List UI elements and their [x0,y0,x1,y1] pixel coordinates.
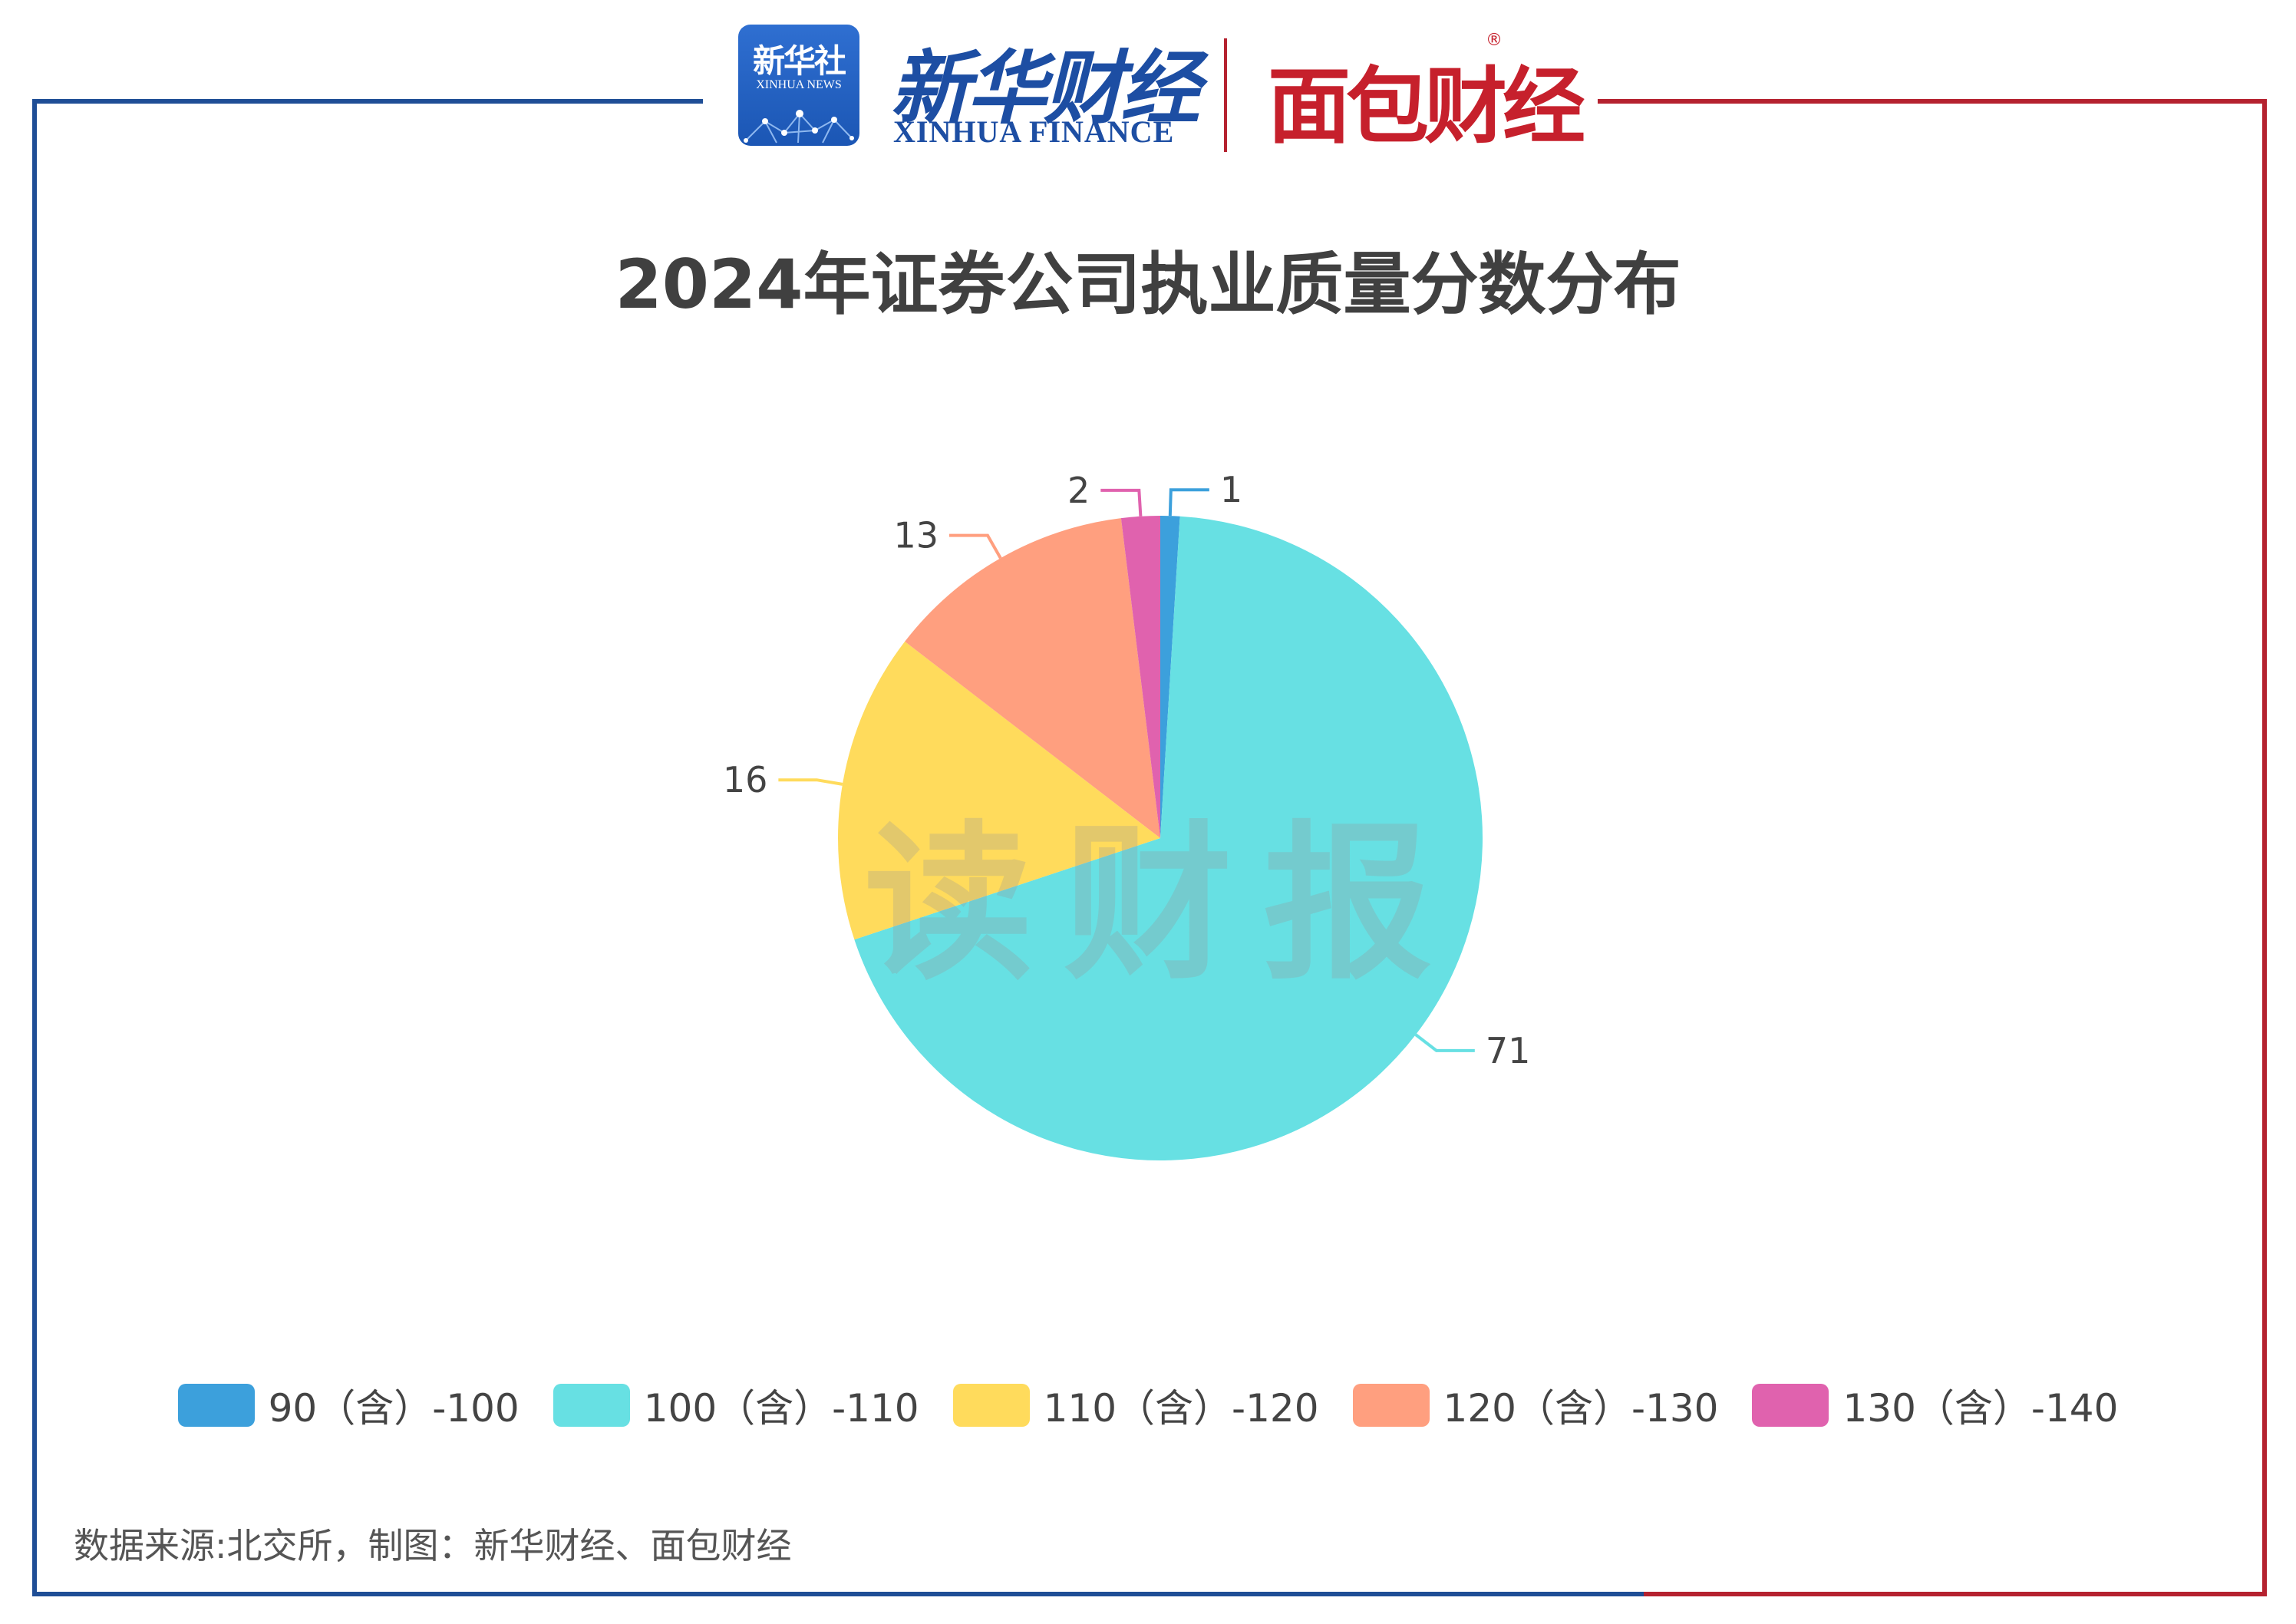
xinhua-finance-logo: 新华财经 XINHUA FINANCE [890,23,1200,153]
xinhua-news-logo: 新华社 XINHUA NEWS [738,25,859,146]
xinhua-finance-logo-en: XINHUA FINANCE [893,114,1175,149]
legend-label: 100（含）-110 [643,1386,919,1431]
frame-bottom-line [32,1592,1644,1596]
pie-leader-line [949,533,1002,559]
frame-top-right-line [1598,99,2267,104]
pie-slice[interactable] [905,518,1160,838]
legend-item[interactable]: 130（含）-140 [1752,1378,2118,1433]
pie-leader-line [1414,1033,1475,1052]
legend-label: 90（含）-100 [268,1386,520,1431]
frame-bottom-right-line [1644,1592,2267,1596]
frame-right-line [2262,99,2267,1596]
chart-legend: 90（含）-100 100（含）-110 110（含）-120 120（含）-130 1… [0,1378,2296,1433]
pie-data-label: 16 [723,759,768,800]
legend-swatch [1352,1384,1430,1427]
pie-slice[interactable] [1120,516,1160,838]
pie-data-label: 71 [1486,1030,1531,1071]
legend-label: 110（含）-120 [1043,1386,1319,1431]
chart-title: 2024年证券公司执业质量分数分布 [615,245,1681,324]
xinhua-news-logo-cn: 新华社 [752,42,846,80]
frame-top-left-line [32,99,703,104]
network-graphic-icon [744,110,854,144]
legend-label: 120（含）-130 [1443,1386,1719,1431]
legend-label: 130（含）-140 [1842,1386,2119,1431]
legend-item[interactable]: 120（含）-130 [1352,1378,1719,1433]
legend-swatch [553,1384,630,1427]
pie-leader-line [1168,488,1209,517]
xinhua-news-logo-en: XINHUA NEWS [756,78,842,91]
legend-swatch [952,1384,1030,1427]
registered-mark: ® [1486,31,1503,50]
mianbao-finance-logo: 面包财经 [1268,59,1585,155]
pie-data-label: 1 [1220,469,1242,510]
legend-item[interactable]: 100（含）-110 [553,1378,919,1433]
pie-slice[interactable] [1160,516,1180,838]
frame-left-line [32,99,37,1596]
legend-swatch [177,1384,255,1427]
pie-slice[interactable] [854,516,1483,1160]
pie-leader-line [1100,488,1143,517]
pie-slice[interactable] [838,641,1160,940]
legend-item[interactable]: 90（含）-100 [177,1378,520,1433]
pie-data-label: 13 [893,515,939,556]
legend-item[interactable]: 110（含）-120 [952,1378,1319,1433]
logo-divider [1224,38,1227,152]
source-note: 数据来源:北交所，制图：新华财经、面包财经 [74,1525,792,1566]
legend-swatch [1752,1384,1829,1427]
pie-leader-line [778,778,843,786]
pie-data-label: 2 [1067,470,1090,511]
xinhua-finance-logo-cn: 新华财经 [890,41,1200,135]
